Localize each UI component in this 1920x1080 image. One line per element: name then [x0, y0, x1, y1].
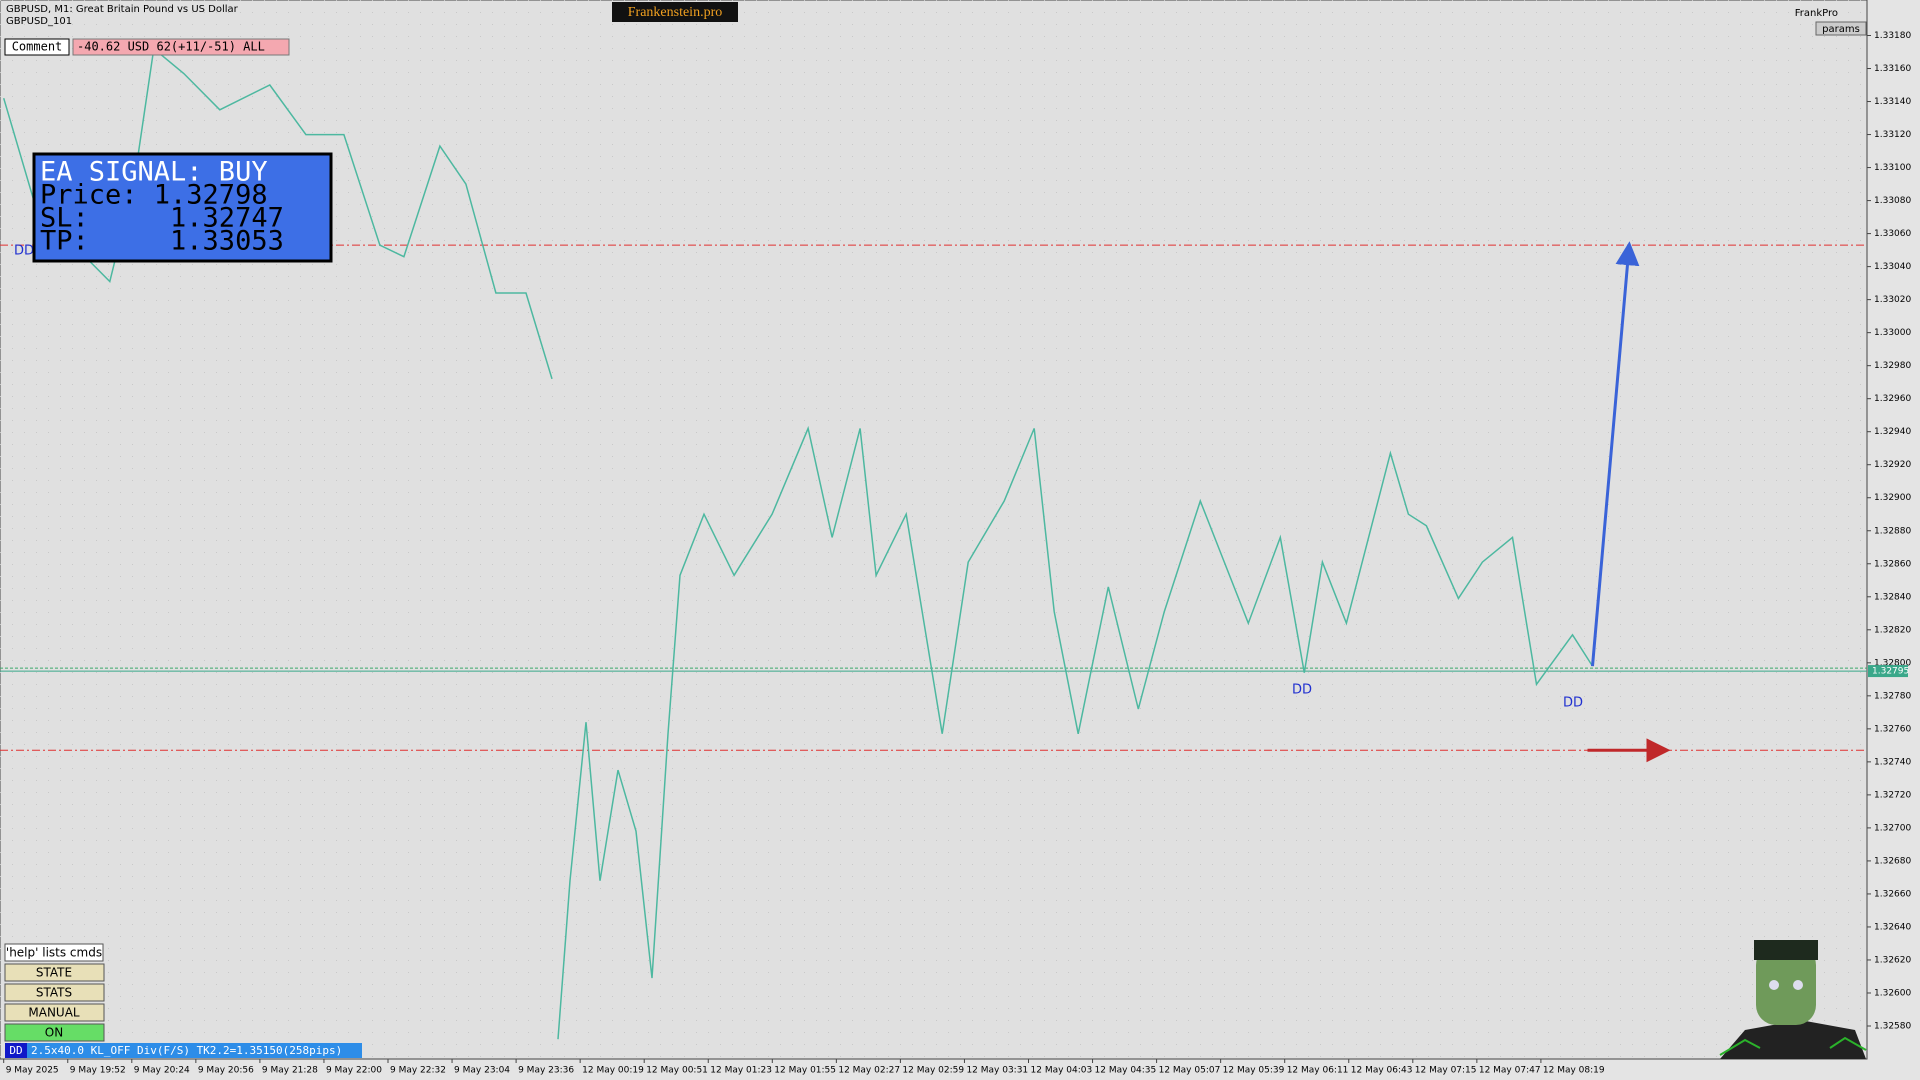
price-tick-label: 1.33180: [1874, 31, 1911, 41]
price-tick-label: 1.32940: [1874, 427, 1911, 437]
price-tick-label: 1.32760: [1874, 724, 1911, 734]
time-label: 12 May 04:03: [1031, 1066, 1093, 1076]
cmd-button[interactable]: [4, 1023, 105, 1042]
mascot: [1719, 940, 1867, 1059]
status-text: 2.5x40.0 KL_OFF Div(F/S) TK2.2=1.35150(2…: [31, 1044, 342, 1057]
signal-line: Price: 1.32798: [40, 180, 268, 211]
time-label: 9 May 23:36: [518, 1066, 574, 1076]
cmd-button[interactable]: [4, 963, 105, 982]
cmd-button-label[interactable]: MANUAL: [28, 1006, 80, 1020]
time-label: 12 May 05:07: [1159, 1066, 1221, 1076]
price-tick-label: 1.32920: [1874, 460, 1911, 470]
price-tick-label: 1.32700: [1874, 823, 1911, 833]
cmd-button[interactable]: [4, 1003, 105, 1022]
price-tick-label: 1.33080: [1874, 196, 1911, 206]
template-name: GBPUSD_101: [6, 16, 72, 27]
time-label: 9 May 2025: [6, 1066, 59, 1076]
time-label: 12 May 01:23: [710, 1066, 772, 1076]
time-label: 12 May 03:31: [966, 1066, 1028, 1076]
price-tick-label: 1.33160: [1874, 64, 1911, 74]
cmd-button: [4, 943, 104, 962]
cmd-button-label[interactable]: STATE: [36, 966, 72, 980]
price-tick-label: 1.32600: [1874, 988, 1911, 998]
dd-marker: DD: [1563, 696, 1583, 711]
tp-arrow: [1590, 241, 1640, 667]
time-label: 12 May 00:51: [646, 1066, 708, 1076]
price-tick-label: 1.33100: [1874, 163, 1911, 173]
time-label: 12 May 01:55: [774, 1066, 836, 1076]
signal-line: SL: 1.32747: [40, 203, 284, 234]
price-tick-label: 1.33040: [1874, 262, 1911, 272]
price-tick-label: 1.32800: [1874, 658, 1911, 668]
time-label: 12 May 07:47: [1479, 1066, 1541, 1076]
price-tick-label: 1.33140: [1874, 97, 1911, 107]
comment-text: -40.62 USD 62(+11/-51) ALL: [77, 40, 265, 54]
signal-line: TP: 1.33053: [40, 226, 284, 257]
price-tick-label: 1.32740: [1874, 757, 1911, 767]
price-tick-label: 1.32880: [1874, 526, 1911, 536]
price-tick-label: 1.32860: [1874, 559, 1911, 569]
price-tick-label: 1.33020: [1874, 295, 1911, 305]
time-label: 12 May 06:11: [1287, 1066, 1349, 1076]
time-label: 9 May 21:28: [262, 1066, 318, 1076]
price-tick-label: 1.32720: [1874, 790, 1911, 800]
time-label: 12 May 06:43: [1351, 1066, 1413, 1076]
time-label: 9 May 19:52: [70, 1066, 126, 1076]
time-label: 9 May 22:00: [326, 1066, 382, 1076]
price-tick-label: 1.32660: [1874, 889, 1911, 899]
price-tick-label: 1.32980: [1874, 361, 1911, 371]
status-bar: [27, 1043, 362, 1058]
dd-marker: DD: [1292, 683, 1312, 698]
comment-label-box: [4, 38, 70, 56]
price-tick-label: 1.32620: [1874, 955, 1911, 965]
dd-marker: DD: [14, 244, 34, 259]
time-label: 12 May 05:39: [1223, 1066, 1285, 1076]
bid-label: 1.32795: [1872, 667, 1909, 677]
signal-line: EA SIGNAL: BUY: [40, 157, 268, 188]
price-tick-label: 1.32900: [1874, 493, 1911, 503]
price-tick-label: 1.32960: [1874, 394, 1911, 404]
time-label: 12 May 00:19: [582, 1066, 644, 1076]
price-tick-label: 1.32820: [1874, 625, 1911, 635]
signal-panel: [32, 152, 333, 263]
params-label[interactable]: params: [1822, 24, 1860, 35]
comment-box: [72, 38, 290, 56]
brand: Frankenstein.pro: [628, 5, 722, 20]
price-line: [2, 47, 1594, 1040]
params-button[interactable]: [1815, 21, 1867, 36]
account: FrankPro: [1795, 8, 1838, 19]
cmd-button-label[interactable]: STATS: [36, 986, 72, 1000]
time-label: 9 May 20:24: [134, 1066, 190, 1076]
price-tick-label: 1.32780: [1874, 691, 1911, 701]
comment-label: Comment: [12, 40, 63, 54]
time-label: 12 May 04:35: [1095, 1066, 1157, 1076]
price-tick-label: 1.33000: [1874, 328, 1911, 338]
time-label: 9 May 23:04: [454, 1066, 510, 1076]
brand-box: [612, 2, 738, 22]
status-tag: DD: [9, 1044, 22, 1057]
price-tick-label: 1.32840: [1874, 592, 1911, 602]
price-tick-label: 1.32640: [1874, 922, 1911, 932]
price-tick-label: 1.33060: [1874, 229, 1911, 239]
price-tick-label: 1.32680: [1874, 856, 1911, 866]
time-label: 9 May 20:56: [198, 1066, 254, 1076]
symbol-title: GBPUSD, M1: Great Britain Pound vs US Do…: [6, 4, 239, 15]
status-tag-box: [5, 1043, 27, 1058]
cmd-button-label[interactable]: ON: [45, 1026, 63, 1040]
time-label: 9 May 22:32: [390, 1066, 446, 1076]
cmd-button[interactable]: [4, 983, 105, 1002]
cmd-button-label: 'help' lists cmds: [6, 946, 102, 960]
time-label: 12 May 02:59: [902, 1066, 964, 1076]
price-tick-label: 1.32580: [1874, 1022, 1911, 1032]
bid-label-box: [1868, 665, 1908, 678]
time-label: 12 May 02:27: [838, 1066, 900, 1076]
time-label: 12 May 08:19: [1543, 1066, 1605, 1076]
time-label: 12 May 07:15: [1415, 1066, 1477, 1076]
price-tick-label: 1.33120: [1874, 130, 1911, 140]
